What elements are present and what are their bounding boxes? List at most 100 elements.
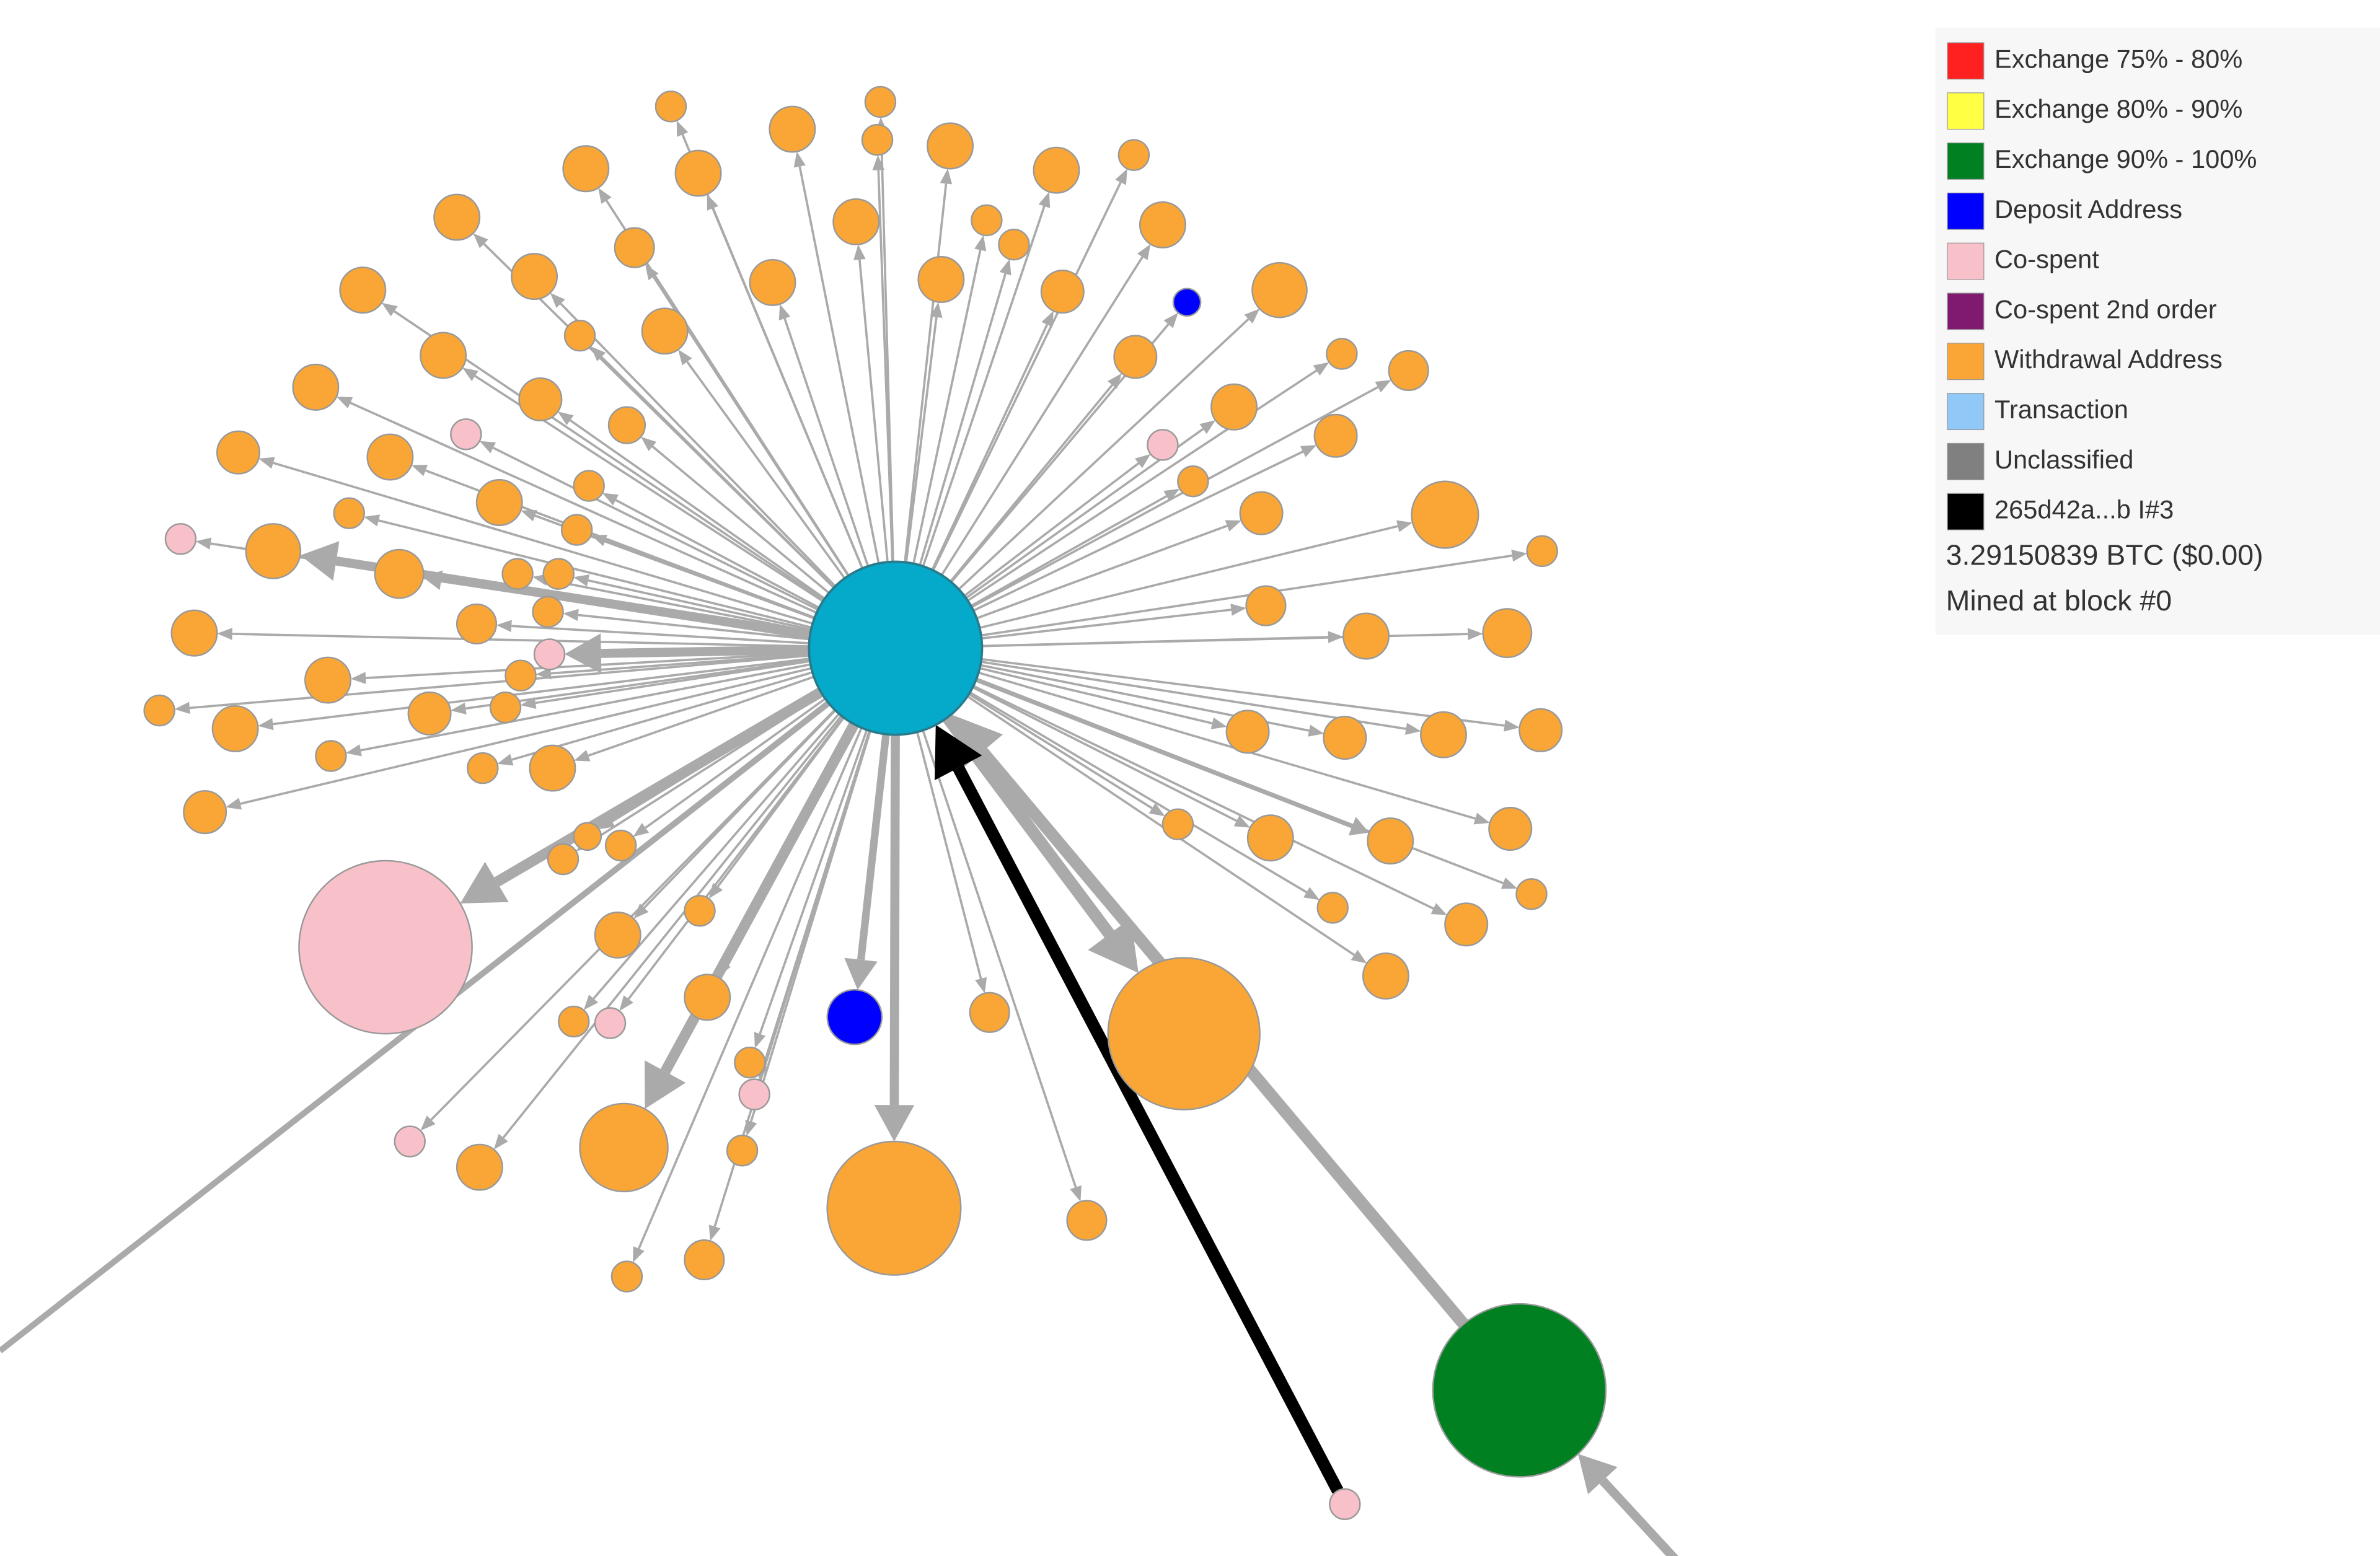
edge (560, 302, 836, 587)
edge-arrow (496, 620, 512, 632)
edge (940, 256, 1144, 576)
edge (963, 462, 1140, 597)
edge (982, 633, 1468, 648)
node (532, 596, 564, 628)
node (1172, 288, 1202, 317)
edge-arrow (974, 235, 987, 252)
edge (645, 698, 826, 829)
node (333, 497, 365, 529)
node (808, 560, 984, 736)
edge-arrow (633, 822, 650, 837)
edge (604, 539, 815, 620)
node (339, 266, 387, 314)
node (529, 744, 576, 792)
nodes (143, 86, 1607, 1521)
edge-arrow (381, 302, 398, 317)
node (1488, 807, 1533, 851)
legend-swatch (1947, 242, 1985, 280)
edge (465, 659, 810, 710)
node (1225, 710, 1270, 754)
edge-arrow (1511, 549, 1527, 562)
edge (972, 451, 1303, 612)
edge-arrow (1396, 520, 1413, 532)
edge-arrow (930, 302, 943, 318)
edge-arrow (707, 194, 719, 211)
legend-swatch (1947, 493, 1985, 530)
node (826, 988, 883, 1045)
node (216, 430, 260, 475)
edge-arrow (1351, 949, 1367, 964)
edge-arrow (174, 701, 190, 714)
edge (210, 542, 811, 636)
edge-arrow (1504, 719, 1520, 732)
edge (502, 714, 843, 1139)
node (433, 193, 481, 241)
edge-arrow (1303, 887, 1320, 900)
node (292, 363, 340, 411)
edge-arrow (975, 977, 987, 994)
edge (879, 132, 894, 562)
edge (967, 369, 1318, 602)
node (861, 123, 894, 156)
node (1147, 429, 1179, 461)
edge (350, 402, 818, 614)
edge-arrow (1148, 802, 1165, 817)
edge (953, 765, 1344, 1494)
edge-arrow (573, 574, 590, 587)
edge-arrow (1135, 454, 1151, 468)
legend-label: Unclassified (1994, 445, 2133, 474)
node (562, 145, 610, 193)
node (511, 253, 558, 301)
node (726, 1135, 759, 1167)
edge-arrow (708, 1224, 721, 1241)
edge-arrow (598, 188, 612, 204)
edge-arrow (473, 233, 488, 248)
edge (981, 609, 1232, 640)
node (738, 1078, 770, 1110)
edge (981, 554, 1513, 637)
edge-arrow (411, 465, 428, 477)
legend-swatch (1947, 393, 1985, 431)
edge-arrow (1163, 312, 1178, 328)
node (456, 603, 498, 644)
edge-arrow (1375, 380, 1391, 393)
node (533, 638, 566, 670)
node (450, 418, 482, 451)
edge-arrow (1244, 309, 1260, 324)
node (1388, 349, 1429, 392)
node (641, 307, 689, 355)
edge (601, 645, 809, 658)
edge (904, 183, 948, 563)
node (684, 895, 716, 927)
legend-swatch (1947, 192, 1985, 230)
node (518, 377, 563, 421)
edge (968, 693, 1153, 809)
edge (922, 729, 1077, 1188)
node (1161, 808, 1194, 840)
edge-arrow (536, 667, 552, 680)
node (1313, 413, 1358, 458)
node (394, 1125, 426, 1158)
edge (857, 734, 890, 960)
node (684, 1239, 725, 1281)
edge (958, 318, 1250, 591)
edge (273, 462, 813, 625)
edge (931, 324, 1049, 571)
edge (511, 625, 809, 644)
edge-arrow (1137, 244, 1151, 260)
edge (969, 691, 1308, 894)
node (1432, 1303, 1607, 1478)
node (654, 90, 687, 123)
edge (712, 208, 864, 569)
edge (588, 579, 811, 631)
node (1515, 878, 1548, 910)
legend: 3.29150839 BTC ($0.00) Mined at block #0… (1935, 27, 2380, 635)
edge-arrow (1404, 723, 1421, 735)
edge (950, 384, 1113, 582)
node (304, 656, 351, 704)
node (1444, 902, 1489, 947)
edge-arrow (872, 155, 885, 171)
legend-label: Transaction (1994, 395, 2128, 424)
edge (922, 206, 1046, 567)
edge (966, 695, 1355, 956)
